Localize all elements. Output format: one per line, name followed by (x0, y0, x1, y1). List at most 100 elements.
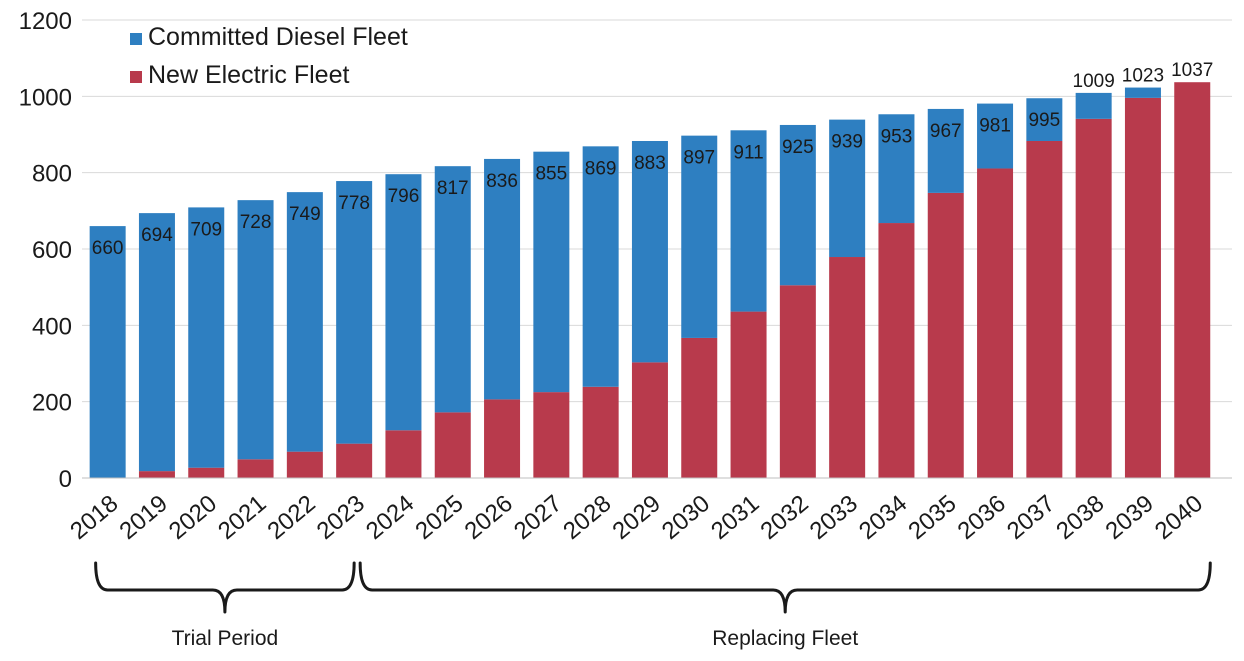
bar-diesel-2032 (779, 124, 816, 286)
x-tick-label-2028: 2028 (558, 490, 616, 545)
total-label-2036: 981 (979, 116, 1011, 137)
total-label-2040: 1037 (1171, 60, 1213, 81)
y-tick-label: 1200 (19, 8, 72, 35)
y-tick-label: 1000 (19, 84, 72, 111)
bar-electric-2030 (681, 337, 718, 478)
x-tick-label-2032: 2032 (755, 490, 813, 545)
y-tick-label: 200 (32, 390, 72, 417)
x-axis: 2018201920202021202220232024202520262027… (65, 490, 1208, 545)
x-tick-label-2019: 2019 (115, 490, 173, 545)
bar-electric-2020 (188, 467, 225, 478)
total-label-2028: 869 (585, 158, 617, 179)
x-tick-label-2038: 2038 (1051, 490, 1109, 545)
bar-electric-2026 (484, 399, 521, 478)
y-axis: 0 200 400 600 800 1000 1200 (19, 8, 1232, 493)
bar-diesel-2025 (434, 166, 471, 413)
x-tick-label-2039: 2039 (1101, 490, 1159, 545)
bar-electric-2040 (1174, 82, 1211, 478)
bar-diesel-2021 (237, 200, 274, 460)
bar-diesel-2023 (336, 181, 373, 444)
total-label-2032: 925 (782, 137, 814, 158)
total-label-2025: 817 (437, 178, 469, 199)
bar-diesel-2027 (533, 151, 570, 393)
bar-electric-2024 (385, 430, 422, 478)
x-tick-label-2020: 2020 (164, 490, 222, 545)
total-label-2020: 709 (190, 219, 222, 240)
x-tick-label-2031: 2031 (706, 490, 764, 545)
bar-diesel-2031 (730, 130, 767, 312)
total-label-2022: 749 (289, 204, 321, 225)
x-tick-label-2023: 2023 (312, 490, 370, 545)
bar-electric-2028 (582, 386, 619, 478)
total-label-2018: 660 (92, 238, 124, 259)
legend-label-1: New Electric Fleet (148, 61, 349, 89)
bar-electric-2038 (1075, 118, 1112, 478)
x-tick-label-2021: 2021 (213, 490, 271, 545)
y-tick-label: 0 (59, 466, 72, 493)
bar-electric-2029 (631, 362, 668, 478)
total-label-2019: 694 (141, 225, 173, 246)
total-label-2030: 897 (683, 148, 715, 169)
group-label-1: Replacing Fleet (712, 627, 858, 650)
bar-diesel-2020 (188, 207, 225, 468)
total-label-2027: 855 (535, 164, 567, 185)
total-label-2021: 728 (240, 212, 272, 233)
period-braces: Trial Period Replacing Fleet (94, 561, 1212, 650)
legend-swatch-0 (130, 33, 142, 45)
brace-0 (94, 561, 356, 614)
bar-diesel-2022 (286, 192, 323, 452)
total-label-2023: 778 (338, 193, 370, 214)
x-tick-label-2035: 2035 (903, 490, 961, 545)
group-label-0: Trial Period (172, 627, 279, 650)
bar-diesel-2039 (1124, 87, 1161, 98)
bar-electric-2031 (730, 311, 767, 478)
total-label-2033: 939 (831, 132, 863, 153)
bar-diesel-2028 (582, 146, 619, 387)
total-label-2034: 953 (881, 126, 913, 147)
x-tick-label-2034: 2034 (854, 490, 912, 545)
bar-diesel-2033 (829, 119, 866, 258)
legend-swatch-1 (130, 71, 142, 83)
bar-electric-2037 (1026, 140, 1063, 478)
bar-diesel-2034 (878, 114, 915, 224)
x-tick-label-2022: 2022 (262, 490, 320, 545)
bar-electric-2019 (138, 471, 175, 478)
bar-electric-2039 (1124, 97, 1161, 479)
bar-electric-2021 (237, 459, 274, 478)
x-tick-label-2027: 2027 (509, 490, 567, 545)
total-label-2038: 1009 (1073, 71, 1115, 92)
total-label-2039: 1023 (1122, 66, 1164, 87)
bar-electric-2034 (878, 223, 915, 478)
total-label-2031: 911 (733, 142, 763, 163)
bar-diesel-2038 (1075, 92, 1112, 119)
bar-electric-2027 (533, 392, 570, 478)
x-tick-label-2018: 2018 (65, 490, 123, 545)
bar-electric-2023 (336, 443, 373, 478)
total-label-2026: 836 (486, 171, 518, 192)
y-tick-label: 800 (32, 161, 72, 188)
total-label-2035: 967 (930, 121, 962, 142)
bar-diesel-2030 (681, 135, 718, 338)
x-tick-label-2030: 2030 (657, 490, 715, 545)
x-tick-label-2026: 2026 (460, 490, 518, 545)
bar-electric-2033 (829, 257, 866, 478)
legend: Committed Diesel Fleet New Electric Fleet (130, 23, 408, 89)
y-tick-label: 400 (32, 313, 72, 340)
bar-electric-2035 (927, 192, 964, 478)
bar-diesel-2029 (631, 140, 668, 363)
bar-electric-2036 (977, 168, 1014, 479)
bar-electric-2032 (779, 285, 816, 478)
x-tick-label-2037: 2037 (1002, 490, 1060, 545)
bar-diesel-2035 (927, 108, 964, 193)
bar-diesel-2026 (484, 158, 521, 400)
legend-label-0: Committed Diesel Fleet (148, 23, 408, 51)
total-label-2029: 883 (634, 153, 666, 174)
x-tick-label-2040: 2040 (1150, 490, 1208, 545)
bar-electric-2025 (434, 412, 471, 478)
bars (89, 82, 1211, 479)
x-tick-label-2036: 2036 (953, 490, 1011, 545)
total-labels: 660 694 709 728 749 778 796 817 836 855 869 883 897 9… (92, 60, 1214, 259)
y-tick-label: 600 (32, 237, 72, 264)
